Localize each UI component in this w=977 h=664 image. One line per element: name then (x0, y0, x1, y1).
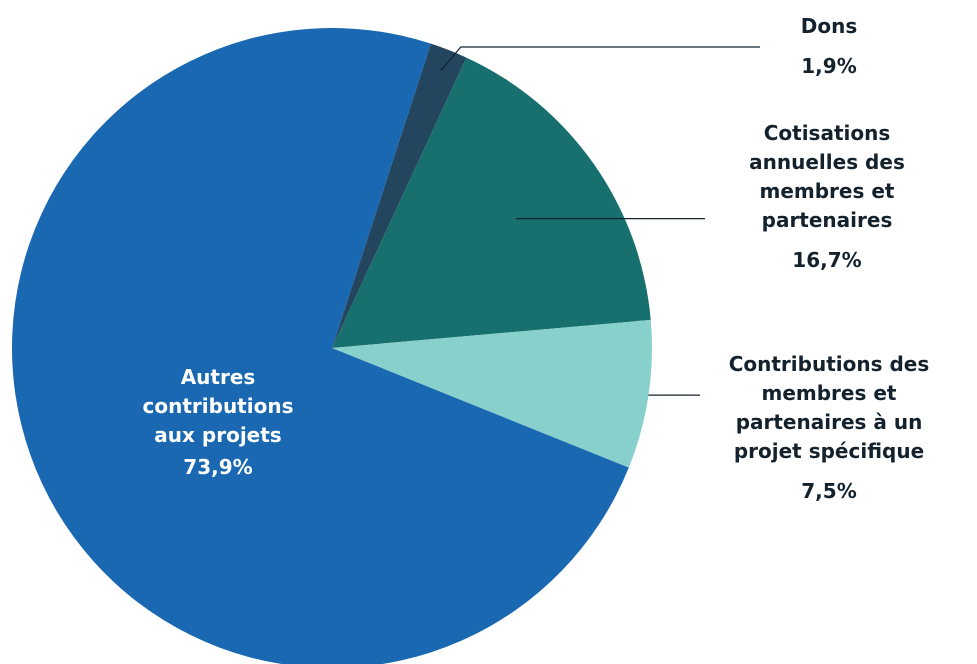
slice-label-cotisations-line-4: partenaires (762, 208, 893, 232)
slice-label-cotisations-line-3: membres et (760, 179, 895, 203)
slice-label-contributions-line-3: partenaires à un (736, 410, 923, 434)
leader-lines (440, 46, 760, 396)
pie-slice-dons (332, 43, 467, 348)
pie-slice-autres (12, 28, 629, 664)
slice-label-autres-line-3: aux projets (154, 423, 281, 447)
slice-value-autres: 73,9% (183, 455, 252, 479)
slice-label-contributions-line-2: membres et (762, 381, 897, 405)
leader-line-dons (440, 46, 760, 71)
pie-slice-cotisations (332, 57, 651, 348)
slice-label-dons-line-1: Dons (801, 14, 857, 38)
slice-label-cotisations-line-2: annuelles des (749, 150, 905, 174)
slice-labels: Dons 1,9% Cotisations annuelles des membres … (143, 14, 930, 503)
slice-label-contributions-line-1: Contributions des (729, 352, 930, 376)
slice-value-dons: 1,9% (801, 54, 856, 78)
slice-label-autres-line-2: contributions (143, 394, 294, 418)
slice-label-cotisations-line-1: Cotisations (764, 121, 891, 145)
slice-label-autres-line-1: Autres (181, 365, 256, 389)
slice-value-cotisations: 16,7% (792, 248, 861, 272)
slice-value-contributions: 7,5% (801, 479, 856, 503)
slice-label-contributions-line-4: projet spécifique (734, 439, 924, 463)
pie-slice-contributions (332, 319, 652, 468)
pie-slices (12, 28, 652, 664)
